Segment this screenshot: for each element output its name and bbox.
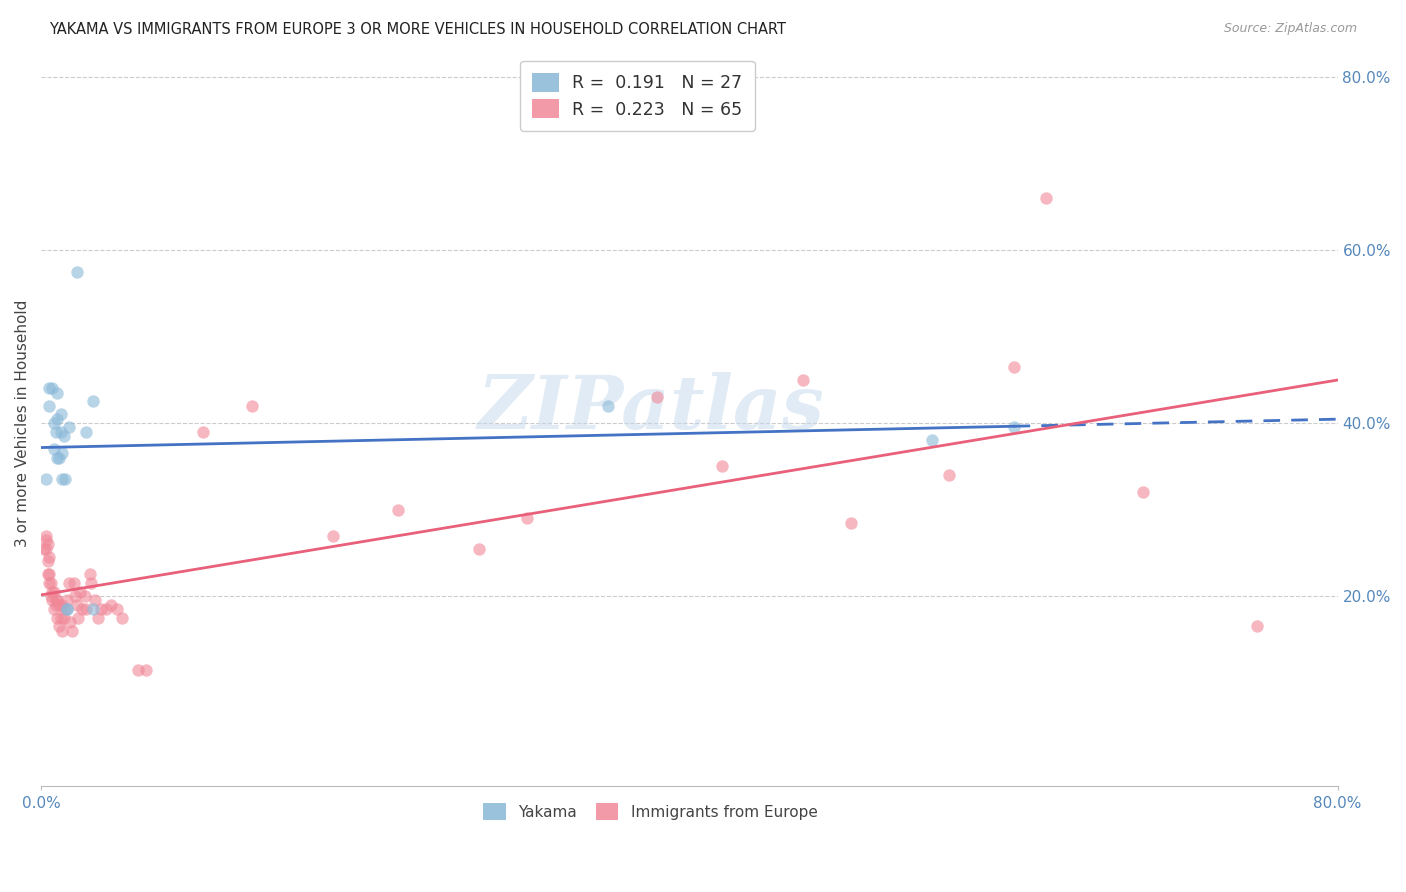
Point [710,459,733,474]
Point [46,593,69,607]
Point [598,399,620,413]
Point [56,602,79,616]
Point [66,598,89,612]
Point [62,576,84,591]
Point [42,416,65,430]
Point [46,411,69,425]
Point [76,425,98,439]
Point [38,567,60,582]
Legend: Yakama, Immigrants from Europe: Yakama, Immigrants from Europe [477,797,824,826]
Point [80,576,103,591]
Point [1002,359,1025,374]
Point [105,602,128,616]
Point [51,446,73,460]
Point [52,429,75,443]
Point [1002,420,1025,434]
Point [37,554,59,568]
Point [38,381,60,395]
Point [516,511,538,525]
Point [100,598,122,612]
Point [322,528,344,542]
Point [467,541,489,556]
Point [46,611,69,625]
Point [87,611,110,625]
Point [921,434,943,448]
Point [76,602,98,616]
Point [48,450,70,465]
Point [41,593,63,607]
Point [1246,619,1268,633]
Point [94,602,117,616]
Point [37,567,59,582]
Point [49,425,72,439]
Point [59,615,82,629]
Point [841,516,863,530]
Point [135,663,157,677]
Point [56,602,79,616]
Point [46,385,69,400]
Point [645,390,668,404]
Point [63,589,86,603]
Point [42,602,65,616]
Point [60,624,83,638]
Point [45,425,67,439]
Point [39,589,62,603]
Point [82,394,104,409]
Point [45,593,67,607]
Point [240,399,263,413]
Point [1132,485,1154,500]
Point [792,373,814,387]
Point [41,584,63,599]
Point [55,472,77,486]
Point [37,537,59,551]
Point [58,420,80,434]
Point [51,624,73,638]
Point [35,533,58,547]
Point [38,399,60,413]
Point [39,576,62,591]
Point [42,584,65,599]
Point [387,502,409,516]
Point [66,264,89,278]
Text: ZIPatlas: ZIPatlas [477,372,824,445]
Y-axis label: 3 or more Vehicles in Household: 3 or more Vehicles in Household [15,300,30,547]
Point [38,550,60,565]
Point [127,663,149,677]
Point [111,611,134,625]
Text: Source: ZipAtlas.com: Source: ZipAtlas.com [1223,22,1357,36]
Point [70,602,93,616]
Point [49,408,72,422]
Point [41,381,63,395]
Point [82,602,104,616]
Point [67,611,90,625]
Point [35,472,58,486]
Point [46,450,69,465]
Point [51,598,73,612]
Point [58,576,80,591]
Point [49,611,72,625]
Point [51,472,73,486]
Point [38,576,60,591]
Point [1035,191,1057,205]
Point [42,442,65,456]
Point [48,598,70,612]
Point [35,541,58,556]
Point [45,598,67,612]
Point [79,567,101,582]
Point [48,619,70,633]
Point [55,602,77,616]
Point [90,602,112,616]
Point [73,589,96,603]
Point [34,541,56,556]
Point [938,467,960,482]
Point [56,593,79,607]
Point [35,528,58,542]
Point [193,425,215,439]
Text: YAKAMA VS IMMIGRANTS FROM EUROPE 3 OR MORE VEHICLES IN HOUSEHOLD CORRELATION CHA: YAKAMA VS IMMIGRANTS FROM EUROPE 3 OR MO… [49,22,786,37]
Point [69,584,91,599]
Point [83,593,105,607]
Point [52,611,75,625]
